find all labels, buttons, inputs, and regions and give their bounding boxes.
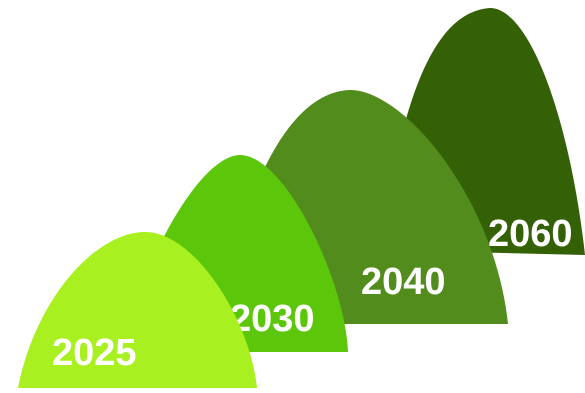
milestone-2030-label: 2030 (230, 298, 315, 340)
milestone-2060-label: 2060 (488, 213, 573, 255)
milestone-2025-label: 2025 (52, 332, 137, 374)
milestone-2025-shape (18, 232, 257, 388)
milestone-2040-label: 2040 (361, 261, 446, 303)
